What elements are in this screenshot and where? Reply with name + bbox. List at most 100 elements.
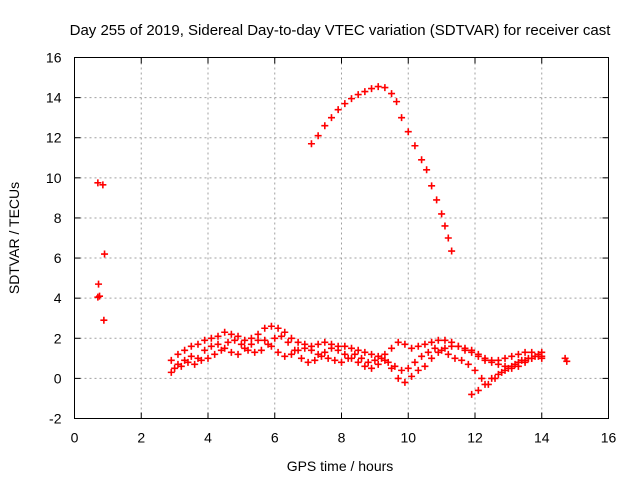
data-point (428, 338, 436, 346)
data-point (311, 356, 319, 364)
data-point (354, 358, 362, 366)
data-point (261, 336, 269, 344)
data-point (423, 166, 431, 174)
data-point (224, 338, 232, 346)
data-point (344, 354, 352, 362)
data-point (521, 348, 529, 356)
data-point (374, 360, 382, 368)
data-point (348, 95, 356, 103)
data-point (187, 342, 195, 350)
data-point (177, 362, 185, 370)
data-point (307, 342, 315, 350)
data-point (388, 90, 396, 98)
data-point (408, 372, 416, 380)
data-point (401, 378, 409, 386)
data-point (341, 342, 349, 350)
data-point (327, 114, 335, 122)
data-point (393, 98, 401, 106)
data-point (247, 340, 255, 348)
data-point (274, 324, 282, 332)
data-point (257, 346, 265, 354)
data-point (508, 352, 516, 360)
data-point (304, 358, 312, 366)
data-point (181, 346, 189, 354)
data-point (438, 346, 446, 354)
data-point (271, 334, 279, 342)
y-tick-label: 10 (46, 170, 62, 186)
data-point (461, 346, 469, 354)
data-point (378, 354, 386, 362)
data-point (227, 348, 235, 356)
data-point (394, 374, 402, 382)
x-tick-label: 0 (71, 430, 79, 446)
data-point (167, 356, 175, 364)
series-isolated-late (561, 354, 571, 365)
x-tick-label: 2 (137, 430, 145, 446)
series-arc-high (307, 83, 456, 255)
y-tick-label: 4 (54, 290, 62, 306)
data-point (234, 332, 242, 340)
y-tick-label: -2 (49, 411, 62, 427)
data-point (401, 340, 409, 348)
x-tick-label: 4 (204, 430, 212, 446)
x-axis-label: GPS time / hours (287, 458, 394, 474)
data-point (354, 91, 362, 99)
data-point (184, 358, 192, 366)
data-point (334, 106, 342, 114)
data-point (494, 370, 502, 378)
data-point (167, 368, 175, 376)
data-point (101, 250, 109, 258)
data-point (231, 336, 239, 344)
data-point (368, 85, 376, 93)
data-point (444, 234, 452, 242)
data-point (237, 340, 245, 348)
data-point (287, 334, 295, 342)
data-point (481, 356, 489, 364)
x-tick-label: 14 (534, 430, 550, 446)
data-point (501, 366, 509, 374)
data-point (358, 354, 366, 362)
data-point (321, 338, 329, 346)
data-point (327, 340, 335, 348)
data-point (361, 362, 369, 370)
data-point (291, 346, 299, 354)
data-point (264, 340, 272, 348)
data-point (404, 364, 412, 372)
data-point (411, 358, 419, 366)
data-point (454, 342, 462, 350)
data-point (398, 114, 406, 122)
data-point (348, 344, 356, 352)
data-point (211, 350, 219, 358)
data-point (281, 328, 289, 336)
data-point (368, 350, 376, 358)
series-isolated-early (94, 179, 109, 324)
data-point (431, 344, 439, 352)
x-tick-label: 8 (338, 430, 346, 446)
data-point (96, 292, 104, 300)
data-point (438, 210, 446, 218)
chart-title: Day 255 of 2019, Sidereal Day-to-day VTE… (70, 22, 612, 39)
data-point (514, 358, 522, 366)
data-point (338, 358, 345, 366)
data-point (351, 350, 359, 358)
data-point (301, 340, 309, 348)
data-point (221, 328, 229, 336)
data-point (508, 362, 516, 370)
plot-frame (74, 57, 609, 419)
data-point (217, 346, 225, 354)
data-point (274, 348, 282, 356)
data-point (354, 346, 362, 354)
data-point (100, 316, 108, 324)
data-point (341, 100, 349, 108)
data-point (364, 358, 372, 366)
data-point (174, 350, 182, 358)
data-point (414, 342, 422, 350)
data-point (214, 340, 222, 348)
data-point (404, 128, 412, 136)
data-point (388, 344, 396, 352)
data-point (494, 356, 502, 364)
data-point (187, 352, 195, 360)
x-tick-label: 10 (400, 430, 416, 446)
data-point (411, 142, 419, 150)
data-point (368, 364, 376, 372)
